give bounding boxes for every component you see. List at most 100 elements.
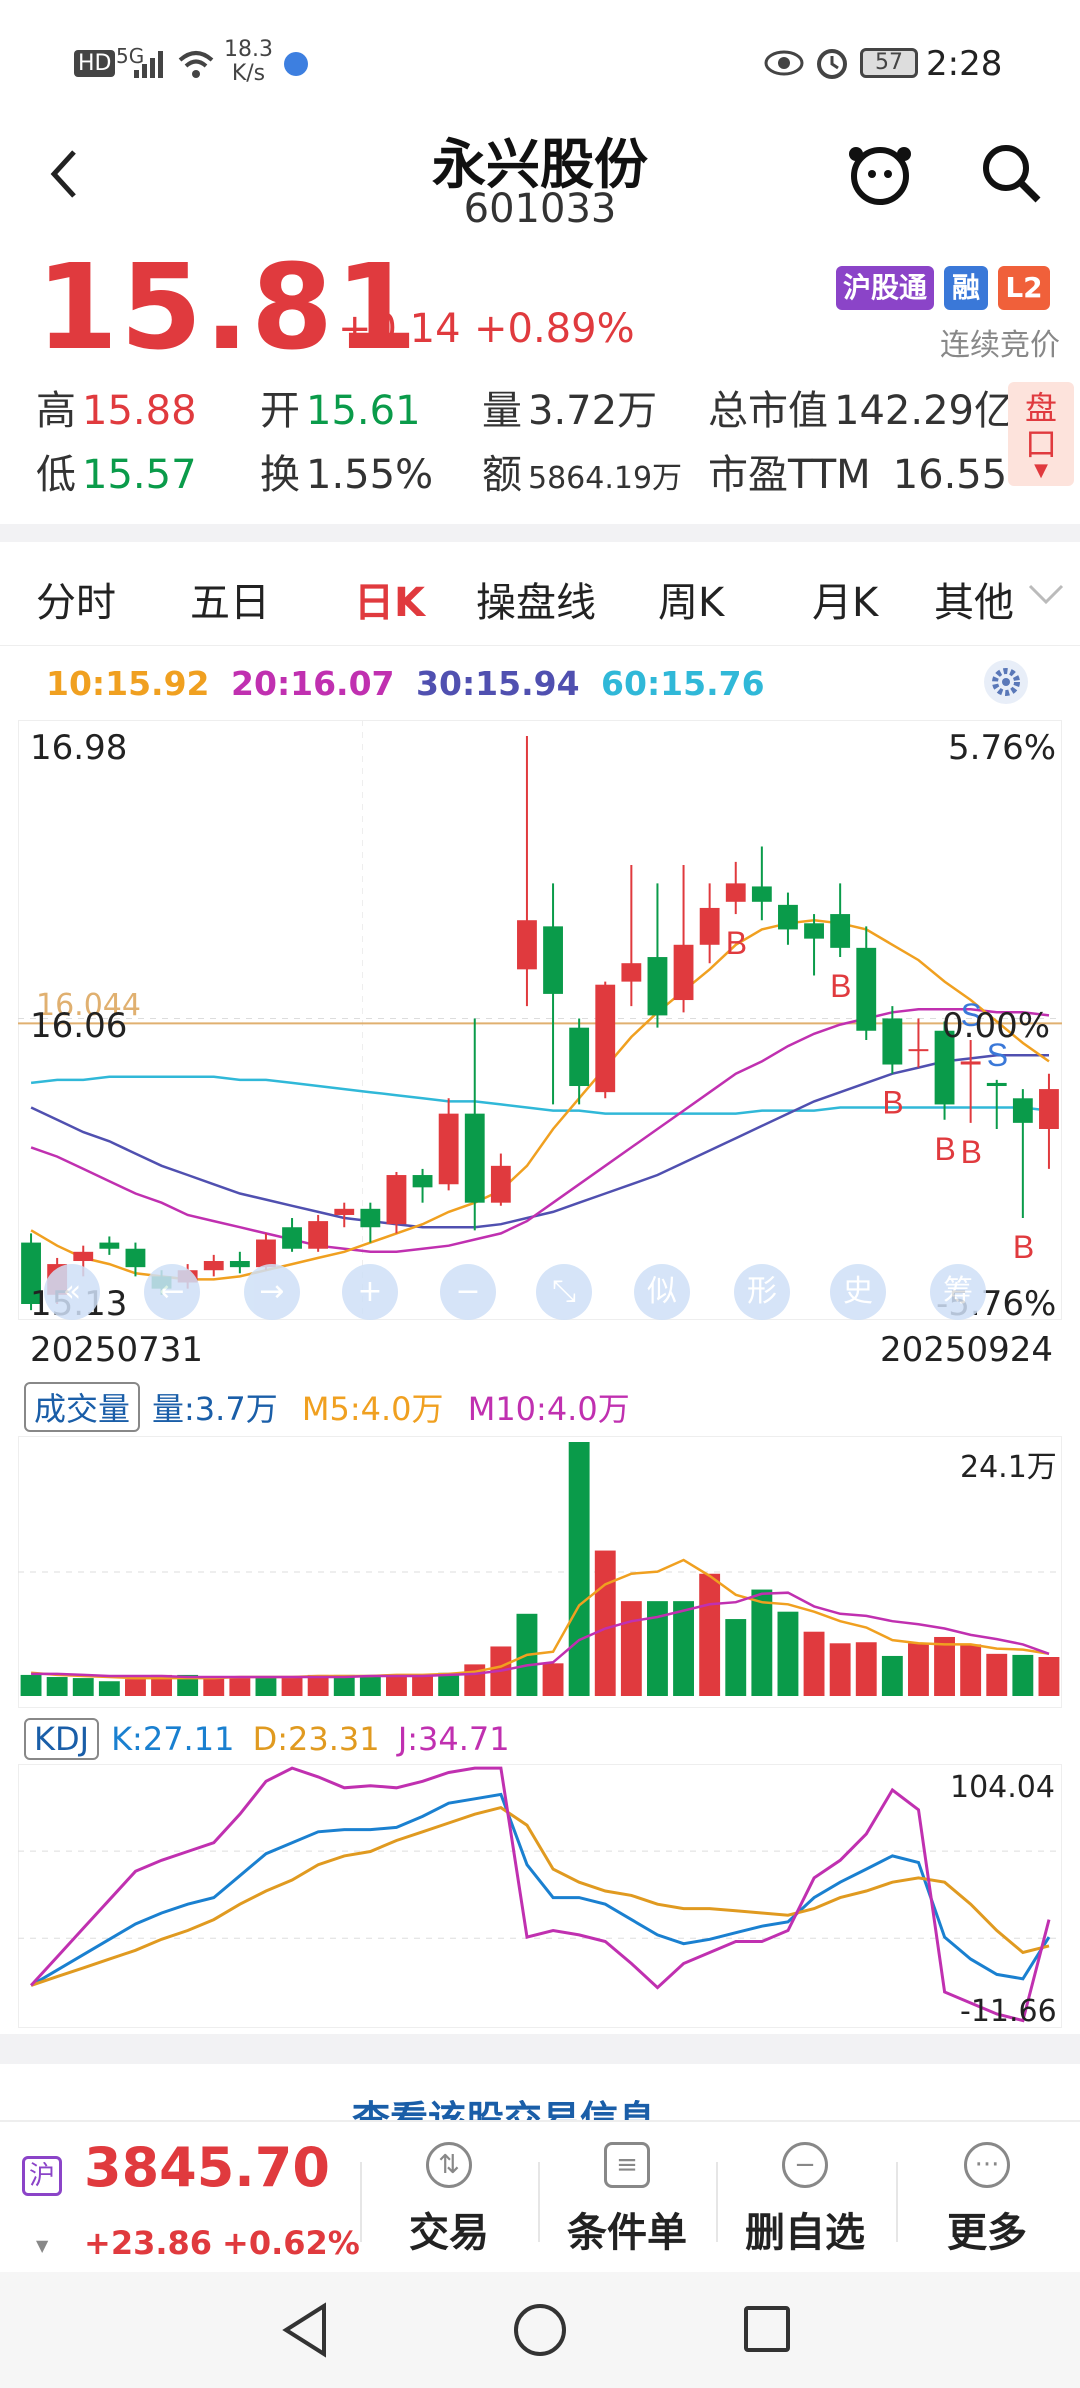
stat-label: 开 bbox=[260, 388, 300, 434]
chevron-down-icon[interactable] bbox=[1026, 582, 1066, 606]
volume-bar bbox=[934, 1636, 955, 1696]
more-button[interactable]: ··· 更多 bbox=[912, 2142, 1062, 2258]
signal-bars-icon bbox=[134, 51, 163, 78]
ma60-line bbox=[30, 1075, 1050, 1115]
tab-intraday[interactable]: 分时 bbox=[36, 580, 116, 626]
tab-monthly-k[interactable]: 月K bbox=[812, 580, 879, 626]
more-label: 更多 bbox=[947, 2210, 1027, 2256]
zoom-out-button[interactable]: − bbox=[440, 1264, 496, 1320]
more-info-link[interactable]: 查看该股交易信息 bbox=[352, 2100, 656, 2120]
volume-bar bbox=[881, 1655, 903, 1696]
volume-bar bbox=[542, 1663, 564, 1696]
volume-bar bbox=[699, 1573, 721, 1696]
divider bbox=[360, 2162, 362, 2242]
zoom-in-button[interactable]: + bbox=[342, 1264, 398, 1320]
conditional-order-button[interactable]: ≡ 条件单 bbox=[552, 2142, 702, 2258]
price-change-pct: +0.89% bbox=[474, 306, 635, 352]
back-arrow-icon[interactable] bbox=[44, 144, 84, 204]
divider bbox=[716, 2162, 718, 2242]
hk-connect-tag: 沪股通 bbox=[836, 266, 934, 310]
remove-watchlist-button[interactable]: − 删自选 bbox=[730, 2142, 880, 2258]
volume-bar bbox=[908, 1643, 929, 1696]
kdj-max-label: 104.04 bbox=[950, 1770, 1055, 1805]
stat-value: 5864.19万 bbox=[528, 461, 683, 496]
volume-bar bbox=[803, 1631, 825, 1696]
pan-right-button[interactable]: → bbox=[244, 1264, 300, 1320]
tab-trading-line[interactable]: 操盘线 bbox=[476, 580, 596, 626]
volume-bar bbox=[307, 1674, 329, 1696]
ma10-value: 10:15.92 bbox=[46, 664, 210, 703]
net-speed: 18.3 K/s bbox=[224, 38, 273, 86]
candle-body bbox=[804, 923, 824, 939]
volume-chart bbox=[18, 1436, 1062, 1708]
ma20-line bbox=[30, 1008, 1050, 1254]
volume-bar bbox=[1012, 1654, 1034, 1696]
rewind-button[interactable]: « bbox=[44, 1264, 100, 1320]
pan-left-button[interactable]: ← bbox=[144, 1264, 200, 1320]
ma30-line bbox=[30, 1054, 1049, 1229]
buy-signal: B bbox=[830, 968, 851, 1004]
tab-weekly-k[interactable]: 周K bbox=[658, 580, 725, 626]
clock: 2:28 bbox=[926, 44, 1003, 84]
net-speed-value: 18.3 bbox=[224, 37, 273, 62]
history-button[interactable]: 史 bbox=[830, 1264, 886, 1320]
ma10-line bbox=[30, 918, 1050, 1281]
remove-watchlist-label: 删自选 bbox=[745, 2210, 865, 2256]
nav-home-icon[interactable] bbox=[512, 2302, 568, 2358]
minus-circle-icon: − bbox=[782, 2142, 828, 2188]
volume-bar bbox=[255, 1677, 277, 1696]
candle-body bbox=[99, 1242, 120, 1249]
pct-axis-max: 5.76% bbox=[948, 728, 1057, 768]
tab-other[interactable]: 其他 bbox=[934, 580, 1014, 626]
stock-code: 601033 bbox=[463, 186, 617, 232]
candle-body bbox=[73, 1251, 94, 1262]
order-book-button[interactable]: 盘 口 ▼ bbox=[1008, 382, 1074, 486]
stat-pe: 市盈TTM 16.55 bbox=[708, 442, 1007, 500]
candle-body bbox=[229, 1261, 250, 1268]
nav-recents-icon[interactable] bbox=[742, 2304, 792, 2354]
similar-button[interactable]: 似 bbox=[634, 1264, 690, 1320]
kdj-indicator-button[interactable]: KDJ bbox=[24, 1718, 100, 1760]
chip-button[interactable]: 筹 bbox=[930, 1264, 986, 1320]
stat-label: 高 bbox=[36, 388, 76, 434]
auction-status: 连续竞价 bbox=[940, 328, 1060, 363]
volume-bar bbox=[1038, 1657, 1060, 1696]
wifi-icon bbox=[178, 51, 214, 78]
candle-body bbox=[882, 1018, 903, 1065]
volume-bar bbox=[777, 1611, 799, 1696]
nav-back-icon[interactable] bbox=[280, 2302, 330, 2358]
kdj-d-value: D:23.31 bbox=[252, 1720, 380, 1758]
candle-body bbox=[203, 1261, 224, 1271]
stat-value: 1.55% bbox=[306, 452, 434, 498]
volume-bar bbox=[960, 1644, 982, 1696]
index-value[interactable]: 3845.70 bbox=[84, 2136, 330, 2199]
kdj-k-value: K:27.11 bbox=[111, 1720, 235, 1758]
fullscreen-button[interactable]: ⤡ bbox=[536, 1264, 592, 1320]
mascot-icon[interactable] bbox=[844, 140, 916, 206]
stat-amount: 额 5864.19万 bbox=[482, 442, 682, 500]
stat-volume: 量 3.72万 bbox=[482, 378, 657, 436]
tab-daily-k[interactable]: 日K bbox=[354, 580, 425, 626]
volume-bar bbox=[46, 1677, 68, 1696]
net-speed-unit: K/s bbox=[231, 61, 266, 86]
volume-indicator-button[interactable]: 成交量 bbox=[24, 1382, 141, 1432]
settings-gear-icon[interactable] bbox=[982, 658, 1030, 706]
signal-icon: 5G bbox=[116, 44, 145, 68]
candle-body bbox=[125, 1248, 146, 1268]
exchange-icon: ⇅ bbox=[426, 2142, 472, 2188]
volume-bar bbox=[333, 1674, 355, 1696]
tab-five-day[interactable]: 五日 bbox=[190, 580, 270, 626]
pattern-button[interactable]: 形 bbox=[734, 1264, 790, 1320]
candle-body bbox=[934, 1030, 955, 1105]
chart-frame bbox=[18, 1764, 1062, 2028]
ma30-value: 30:15.94 bbox=[416, 664, 580, 703]
kdj-legend: KDJ K:27.11 D:23.31 J:34.71 bbox=[24, 1718, 510, 1760]
candle-body bbox=[490, 1165, 511, 1203]
volume-bar bbox=[125, 1679, 146, 1696]
trade-button[interactable]: ⇅ 交易 bbox=[374, 2142, 524, 2258]
candle-body bbox=[1039, 1089, 1059, 1129]
divider bbox=[896, 2162, 898, 2242]
search-icon[interactable] bbox=[980, 142, 1044, 206]
stat-label: 总市值 bbox=[708, 388, 828, 434]
